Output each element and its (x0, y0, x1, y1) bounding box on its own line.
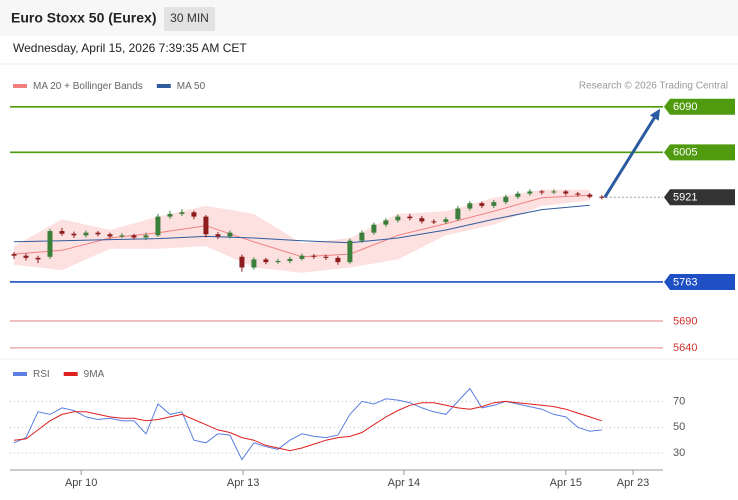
candle-body (35, 257, 41, 260)
candle-body (191, 212, 197, 217)
candle-body (431, 221, 437, 223)
datetime: Wednesday, April 15, 2026 7:39:35 AM CET (13, 41, 247, 55)
y-tick-label: 30 (673, 447, 685, 459)
header-bar (0, 0, 738, 36)
x-tick-label: Apr 23 (617, 477, 649, 489)
ma-line (13, 204, 590, 244)
candle-body (395, 216, 401, 221)
candle-body (455, 208, 461, 220)
candle-body (479, 203, 485, 206)
candle-body (155, 216, 161, 236)
legend-label: 9MA (84, 369, 105, 380)
interval-button[interactable] (164, 7, 215, 31)
x-tick-label: Apr 14 (388, 477, 420, 489)
candle-body (575, 193, 581, 195)
level-tag (664, 144, 735, 161)
candle-body (371, 224, 377, 233)
candle-body (335, 257, 341, 263)
candle-body (287, 258, 293, 262)
candle-body (311, 255, 317, 257)
candle-body (347, 240, 353, 263)
x-tick-label: Apr 15 (550, 477, 582, 489)
candle-body (203, 216, 209, 235)
candle-body (227, 232, 233, 237)
level-label: 6090 (673, 101, 697, 113)
candle-body (143, 235, 149, 238)
candle-body (95, 232, 101, 235)
candle-body (359, 232, 365, 241)
level-label: 5640 (673, 342, 697, 354)
level-label: 5690 (673, 315, 697, 327)
legend-swatch (13, 84, 27, 88)
candle-body (251, 259, 257, 268)
level-label: 5763 (673, 276, 697, 288)
x-tick-label: Apr 10 (65, 477, 97, 489)
candle-body (119, 235, 125, 237)
candle-body (23, 255, 29, 258)
x-tick-label: Apr 13 (227, 477, 259, 489)
candle-body (563, 191, 569, 194)
candle-body (539, 191, 545, 193)
indicator-line (13, 400, 602, 452)
arrow-head (649, 108, 660, 121)
legend-swatch (13, 372, 27, 376)
level-label: 6005 (673, 147, 697, 159)
candle-body (275, 261, 281, 263)
source: Research © 2026 Trading Central (579, 81, 728, 92)
candle-body (419, 218, 425, 222)
candle-body (551, 191, 557, 193)
candle-body (527, 191, 533, 194)
candle-body (215, 234, 221, 237)
candle-body (59, 231, 65, 234)
candle-body (131, 235, 137, 238)
candle-body (179, 212, 185, 214)
candle-body (491, 202, 497, 206)
candle-body (467, 203, 473, 209)
candle-body (239, 256, 245, 268)
level-tag (664, 273, 735, 290)
projection-arrow (603, 114, 658, 199)
indicator-line (13, 387, 602, 461)
candle-body (167, 213, 173, 217)
legend-swatch (156, 84, 171, 88)
candle-body (587, 194, 593, 197)
legend-label: MA 20 + Bollinger Bands (33, 81, 143, 92)
candle-body (443, 219, 449, 222)
candle-body (263, 259, 269, 263)
interval-label[interactable]: 30 MIN (170, 11, 209, 25)
title: Euro Stoxx 50 (Eurex) (11, 10, 157, 26)
legend-label: RSI (33, 369, 50, 380)
candle-body (107, 234, 113, 237)
level-label: 5921 (673, 192, 697, 204)
level-tag (664, 189, 735, 206)
legend-label: MA 50 (177, 81, 206, 92)
candle-body (47, 231, 53, 257)
candle-body (83, 232, 89, 236)
candle-body (407, 216, 413, 219)
candle-body (503, 196, 509, 203)
candle-body (71, 233, 77, 236)
candle-body (599, 196, 605, 198)
candle-body (515, 193, 521, 197)
candle-body (11, 254, 17, 256)
candle-body (383, 220, 389, 225)
candle-body (299, 255, 305, 259)
y-tick-label: 70 (673, 395, 685, 407)
y-tick-label: 50 (673, 421, 685, 433)
legend-swatch (63, 372, 78, 376)
level-tag (664, 98, 735, 115)
candle-body (323, 256, 329, 258)
